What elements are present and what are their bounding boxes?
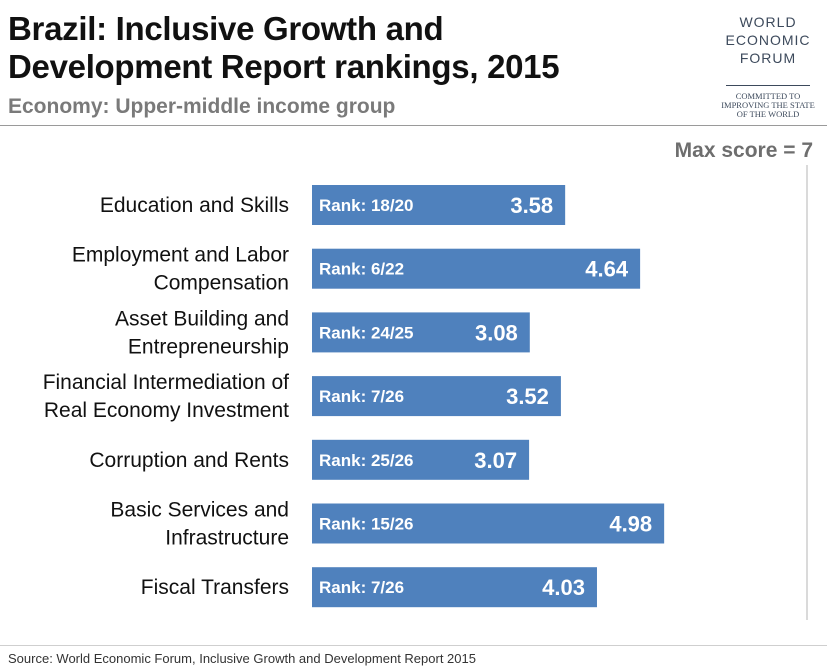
- value-label-2: 4.64: [585, 257, 629, 282]
- bar-2: [312, 248, 641, 289]
- logo-tagline-1: COMMITTED TO: [735, 91, 801, 101]
- wef-logo: WORLD ECONOMIC FORUM COMMITTED TO IMPROV…: [718, 12, 818, 122]
- rank-label-1: Rank: 18/20: [319, 196, 414, 215]
- logo-tagline-2: IMPROVING THE STATE: [721, 100, 815, 110]
- category-label-5: Corruption and Rents: [89, 449, 289, 472]
- rank-label-3: Rank: 24/25: [319, 323, 414, 342]
- bar-6: [312, 503, 665, 544]
- value-label-3: 3.08: [475, 320, 518, 345]
- value-label-1: 3.58: [510, 193, 553, 218]
- category-label-6: Basic Services and Infrastructure: [110, 499, 289, 550]
- value-label-7: 4.03: [542, 575, 585, 600]
- bar-1: [312, 185, 566, 225]
- category-label-3: Asset Building and Entrepreneurship: [115, 307, 289, 358]
- bar-7: [312, 567, 597, 608]
- title-line-2: Development Report rankings, 2015: [8, 48, 560, 85]
- rank-label-7: Rank: 7/26: [319, 578, 404, 597]
- bar-5: [312, 439, 530, 480]
- category-label-7: Fiscal Transfers: [141, 576, 289, 599]
- header-divider: [0, 125, 827, 126]
- logo-word-1: WORLD: [739, 14, 797, 30]
- rank-label-5: Rank: 25/26: [319, 451, 414, 470]
- logo-word-3: FORUM: [739, 50, 797, 66]
- title-line-1: Brazil: Inclusive Growth and: [8, 10, 444, 47]
- max-score-note: Max score = 7: [674, 139, 813, 162]
- category-label-4: Financial Intermediation of Real Economy …: [43, 371, 289, 422]
- rank-label-2: Rank: 6/22: [319, 260, 404, 279]
- value-label-6: 4.98: [609, 512, 652, 537]
- rank-label-4: Rank: 7/26: [319, 387, 404, 406]
- category-label-2: Employment and Labor Compensation: [72, 244, 289, 295]
- logo-divider: [726, 85, 810, 86]
- bar-3: [312, 312, 530, 353]
- source-note: Source: World Economic Forum, Inclusive …: [8, 651, 476, 666]
- value-label-4: 3.52: [506, 384, 549, 409]
- chart-title: Brazil: Inclusive Growth and Development…: [8, 10, 560, 86]
- value-label-5: 3.07: [474, 448, 517, 473]
- bar-4: [312, 376, 561, 417]
- chart-subtitle: Economy: Upper-middle income group: [8, 95, 396, 118]
- logo-word-2: ECONOMIC: [725, 32, 811, 48]
- category-label-1: Education and Skills: [100, 194, 289, 217]
- footer-divider: [0, 645, 827, 646]
- rank-label-6: Rank: 15/26: [319, 515, 414, 534]
- logo-tagline-3: OF THE WORLD: [736, 109, 800, 119]
